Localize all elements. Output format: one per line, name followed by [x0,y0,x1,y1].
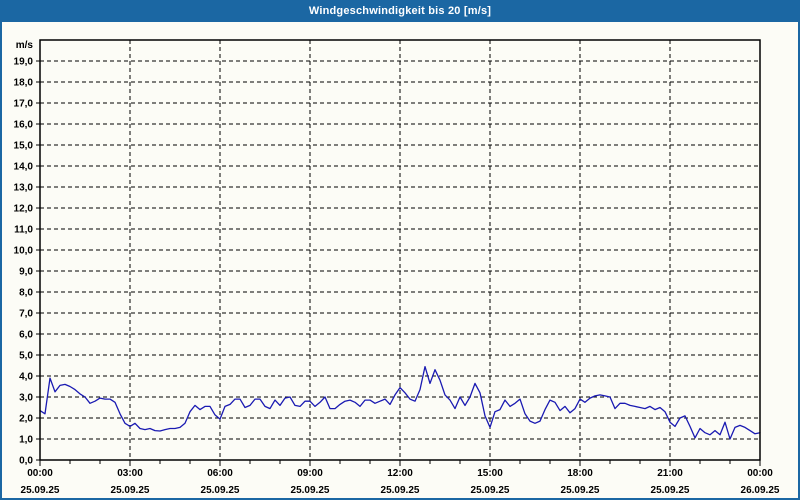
x-tick-date-label: 25.09.25 [21,485,60,496]
series [39,365,761,440]
wind-speed-line [39,365,761,440]
x-gridlines [129,40,671,460]
y-tick-label: 15,0 [14,141,34,152]
x-tick-date-label: 25.09.25 [561,485,600,496]
y-tick-label: 18,0 [14,78,34,89]
y-tick-label: 3,0 [19,393,33,404]
x-tick-date-label: 25.09.25 [471,485,510,496]
x-axis-labels: 00:00 25.09.25 03:00 25.09.25 06:00 25.09.25 0… [21,468,780,496]
y-tick-label: 16,0 [14,120,34,131]
plot-frame [39,39,761,461]
y-tick-label: 4,0 [19,372,33,383]
y-axis-unit-label: m/s [16,40,34,51]
window-title-bar: Windgeschwindigkeit bis 20 [m/s] [0,0,800,22]
y-tick-label: 1,0 [19,435,33,446]
y-tick-label: 5,0 [19,351,33,362]
y-tick-label: 8,0 [19,288,33,299]
y-tick-label: 12,0 [14,204,34,215]
y-tick-label: 11,0 [14,225,33,236]
y-tick-label: 2,0 [19,414,33,425]
window-title: Windgeschwindigkeit bis 20 [m/s] [308,5,492,17]
y-tick-label: 13,0 [14,183,34,194]
x-tick-time-label: 03:00 [117,468,143,479]
y-tick-label: 19,0 [14,57,34,68]
x-axis-ticks [39,460,761,466]
y-axis-unit: m/s [16,40,34,51]
plot-border [39,39,761,461]
x-tick-time-label: 21:00 [657,468,683,479]
x-tick-date-label: 26.09.25 [741,485,780,496]
x-tick-time-label: 09:00 [297,468,323,479]
y-tick-label: 6,0 [19,330,33,341]
x-tick-time-label: 00:00 [27,468,53,479]
x-tick-time-label: 06:00 [207,468,233,479]
y-tick-label: 7,0 [19,309,33,320]
x-tick-time-label: 15:00 [477,468,503,479]
y-tick-label: 14,0 [14,162,34,173]
x-tick-time-label: 12:00 [387,468,413,479]
y-tick-label: 0,0 [19,456,33,467]
y-tick-label: 9,0 [19,267,33,278]
x-tick-date-label: 25.09.25 [201,485,240,496]
x-tick-date-label: 25.09.25 [291,485,330,496]
x-tick-date-label: 25.09.25 [111,485,150,496]
x-tick-time-label: 18:00 [567,468,593,479]
x-tick-date-label: 25.09.25 [381,485,420,496]
y-axis-labels: 0,0 1,0 2,0 3,0 4,0 5,0 6,0 7,0 8,0 9,0 10,0 11,0 12… [14,57,40,467]
x-tick-date-label: 25.09.25 [651,485,690,496]
x-tick-time-label: 00:00 [747,468,773,479]
y-tick-label: 17,0 [14,99,34,110]
y-tick-label: 10,0 [14,246,34,257]
